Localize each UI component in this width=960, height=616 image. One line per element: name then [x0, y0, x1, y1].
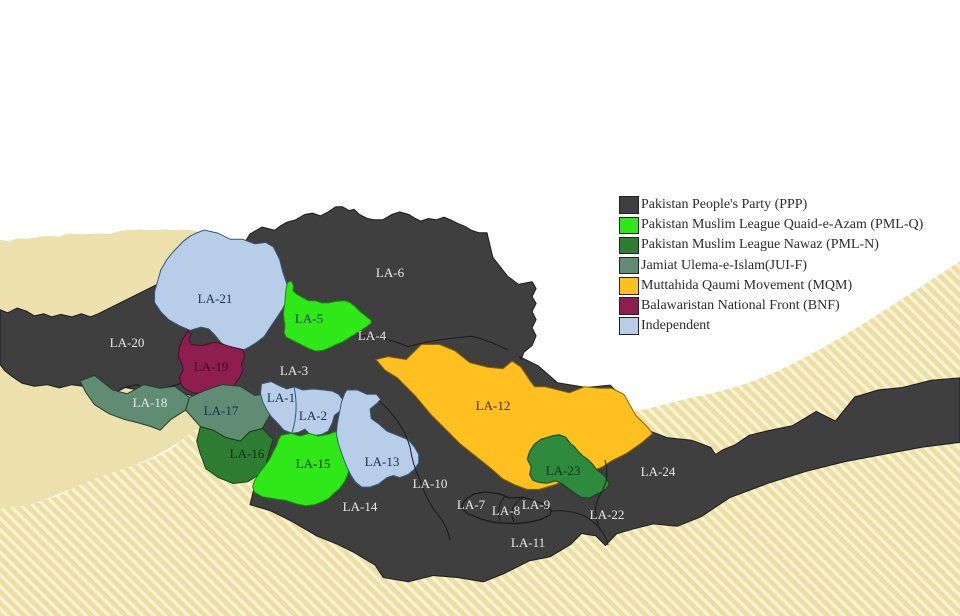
svg-text:LA-13: LA-13	[365, 454, 400, 469]
svg-text:LA-11: LA-11	[511, 535, 545, 550]
svg-text:LA-4: LA-4	[358, 328, 387, 343]
svg-text:LA-9: LA-9	[522, 497, 550, 512]
svg-text:LA-10: LA-10	[413, 476, 448, 491]
svg-text:LA-19: LA-19	[194, 359, 229, 374]
svg-text:LA-17: LA-17	[204, 403, 239, 418]
svg-text:LA-12: LA-12	[476, 398, 511, 413]
svg-text:LA-21: LA-21	[198, 291, 233, 306]
svg-text:LA-5: LA-5	[295, 311, 323, 326]
svg-text:LA-23: LA-23	[546, 463, 581, 478]
svg-text:LA-6: LA-6	[376, 265, 405, 280]
svg-text:LA-16: LA-16	[230, 446, 265, 461]
svg-text:LA-20: LA-20	[110, 335, 145, 350]
svg-text:LA-24: LA-24	[641, 464, 676, 479]
svg-text:LA-14: LA-14	[343, 499, 378, 514]
svg-text:LA-7: LA-7	[457, 497, 486, 512]
svg-text:LA-2: LA-2	[299, 408, 327, 423]
svg-text:LA-15: LA-15	[296, 456, 331, 471]
svg-text:LA-18: LA-18	[133, 395, 168, 410]
svg-text:LA-22: LA-22	[590, 507, 625, 522]
svg-text:LA-3: LA-3	[280, 363, 308, 378]
svg-text:LA-8: LA-8	[492, 503, 520, 518]
svg-text:LA-1: LA-1	[267, 390, 295, 405]
